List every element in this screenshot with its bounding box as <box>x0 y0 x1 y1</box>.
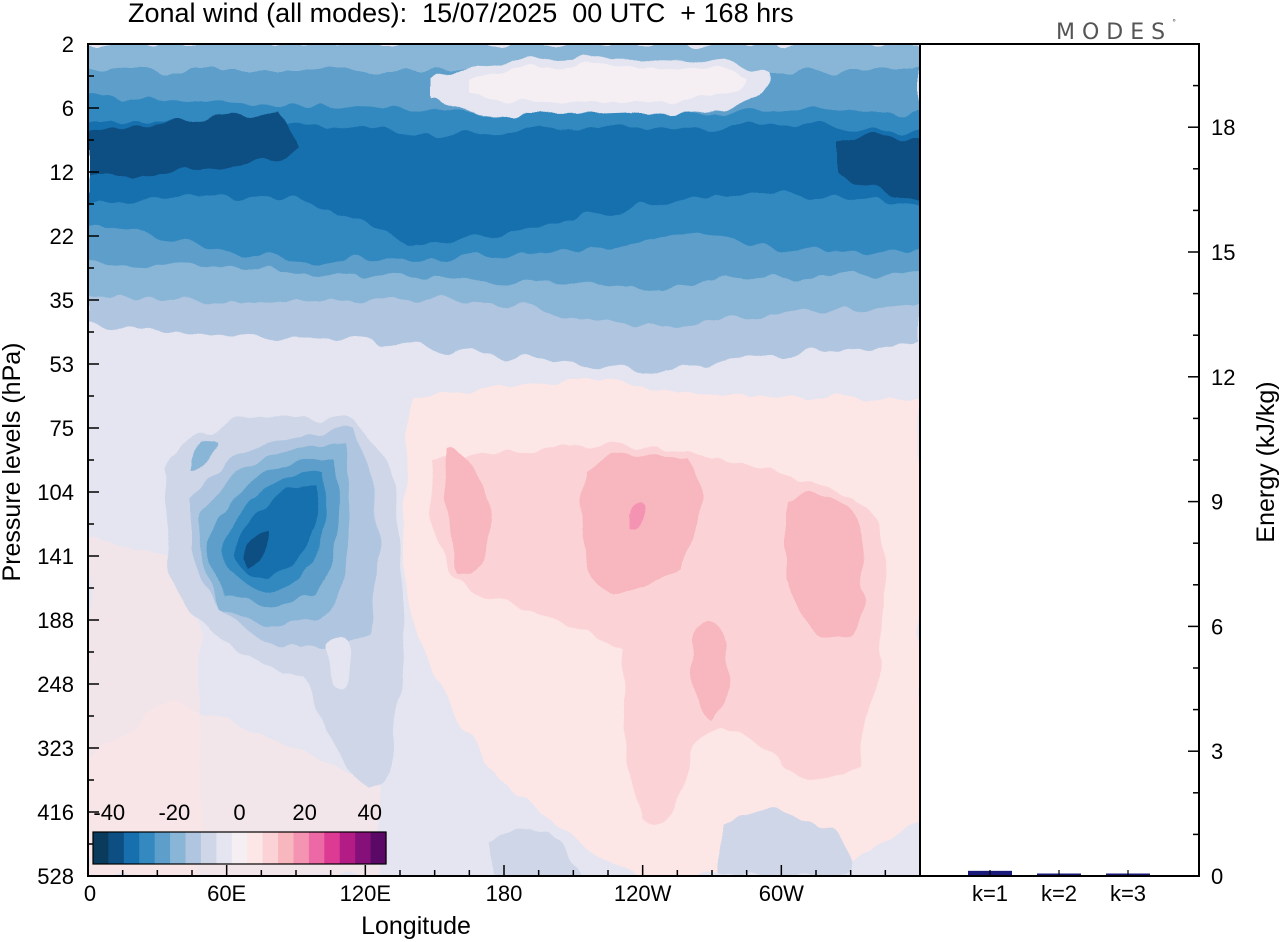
logo-text: MODES <box>1056 20 1173 45</box>
colorbar-swatch <box>108 832 125 864</box>
colorbar-border <box>92 831 387 865</box>
energy-tick-label: 3 <box>1211 739 1223 764</box>
colorbar-tick-label: -20 <box>158 800 190 825</box>
y-tick-label: 22 <box>50 224 74 249</box>
energy-axis-label: Energy (kJ/kg) <box>1252 381 1280 542</box>
y-tick-label: 53 <box>50 352 74 377</box>
x-tick-label: 120E <box>340 881 391 906</box>
energy-tick-label: 6 <box>1211 614 1223 639</box>
logo-mark: ° <box>1172 18 1177 27</box>
chart-title: Zonal wind (all modes): 15/07/2025 00 UT… <box>128 0 794 28</box>
y-tick-label: 104 <box>37 480 74 505</box>
x-tick-label: 0 <box>84 881 96 906</box>
energy-category-label: k=3 <box>1110 881 1146 906</box>
colorbar-swatch <box>247 832 264 864</box>
colorbar-swatch <box>93 832 110 864</box>
y-tick-label: 528 <box>37 864 74 889</box>
y-axis-label: Pressure levels (hPa) <box>0 343 26 582</box>
energy-tick-label: 9 <box>1211 490 1223 515</box>
energy-tick-label: 15 <box>1211 240 1235 265</box>
colorbar-swatch <box>370 832 387 864</box>
colorbar-swatch <box>123 832 140 864</box>
y-tick-label: 2 <box>62 32 74 57</box>
colorbar-swatch <box>200 832 217 864</box>
energy-category-label: k=1 <box>972 881 1008 906</box>
x-tick-label: 180 <box>486 881 523 906</box>
colorbar: -40 -20 0 20 40 <box>92 800 387 865</box>
y-tick-label: 323 <box>37 736 74 761</box>
colorbar-tick-label: 20 <box>292 800 316 825</box>
contour-field <box>88 44 920 876</box>
colorbar-swatch <box>170 832 187 864</box>
modes-logo: MODES° <box>1056 18 1177 45</box>
colorbar-swatch <box>355 832 372 864</box>
colorbar-swatch <box>231 832 248 864</box>
colorbar-swatch <box>308 832 325 864</box>
y-tick-label: 75 <box>50 416 74 441</box>
y-tick-label: 35 <box>50 288 74 313</box>
colorbar-swatch <box>324 832 341 864</box>
colorbar-swatch <box>139 832 156 864</box>
x-tick-label: 120W <box>614 881 672 906</box>
contour-axes: 0 60E 120E 180 120W 60W Longitude 2 6 12 22 35 53 75 1… <box>0 32 887 940</box>
colorbar-tick-label: -40 <box>93 800 125 825</box>
energy-tick-label: 0 <box>1211 864 1223 889</box>
colorbar-tick-label: 40 <box>357 800 381 825</box>
y-tick-label: 188 <box>37 608 74 633</box>
energy-frame <box>919 43 1200 877</box>
colorbar-swatch <box>154 832 171 864</box>
x-tick-label: 60W <box>759 881 804 906</box>
colorbar-swatch <box>262 832 279 864</box>
x-tick-label: 60E <box>207 881 246 906</box>
y-tick-label: 248 <box>37 672 74 697</box>
colorbar-swatch <box>278 832 295 864</box>
energy-axes: 0 3 6 9 12 15 18 Energy (kJ/kg) k=1 k=2 k=3 <box>968 84 1280 906</box>
y-tick-label: 6 <box>62 96 74 121</box>
colorbar-swatch <box>185 832 202 864</box>
x-axis-label: Longitude <box>361 912 471 940</box>
y-tick-label: 141 <box>37 544 74 569</box>
y-tick-label: 12 <box>50 160 74 185</box>
energy-tick-label: 18 <box>1211 115 1235 140</box>
energy-category-label: k=2 <box>1041 881 1077 906</box>
y-tick-label: 416 <box>37 800 74 825</box>
colorbar-swatch <box>293 832 310 864</box>
colorbar-swatch <box>339 832 356 864</box>
colorbar-tick-label: 0 <box>233 800 245 825</box>
colorbar-swatch <box>216 832 233 864</box>
energy-tick-label: 12 <box>1211 365 1235 390</box>
